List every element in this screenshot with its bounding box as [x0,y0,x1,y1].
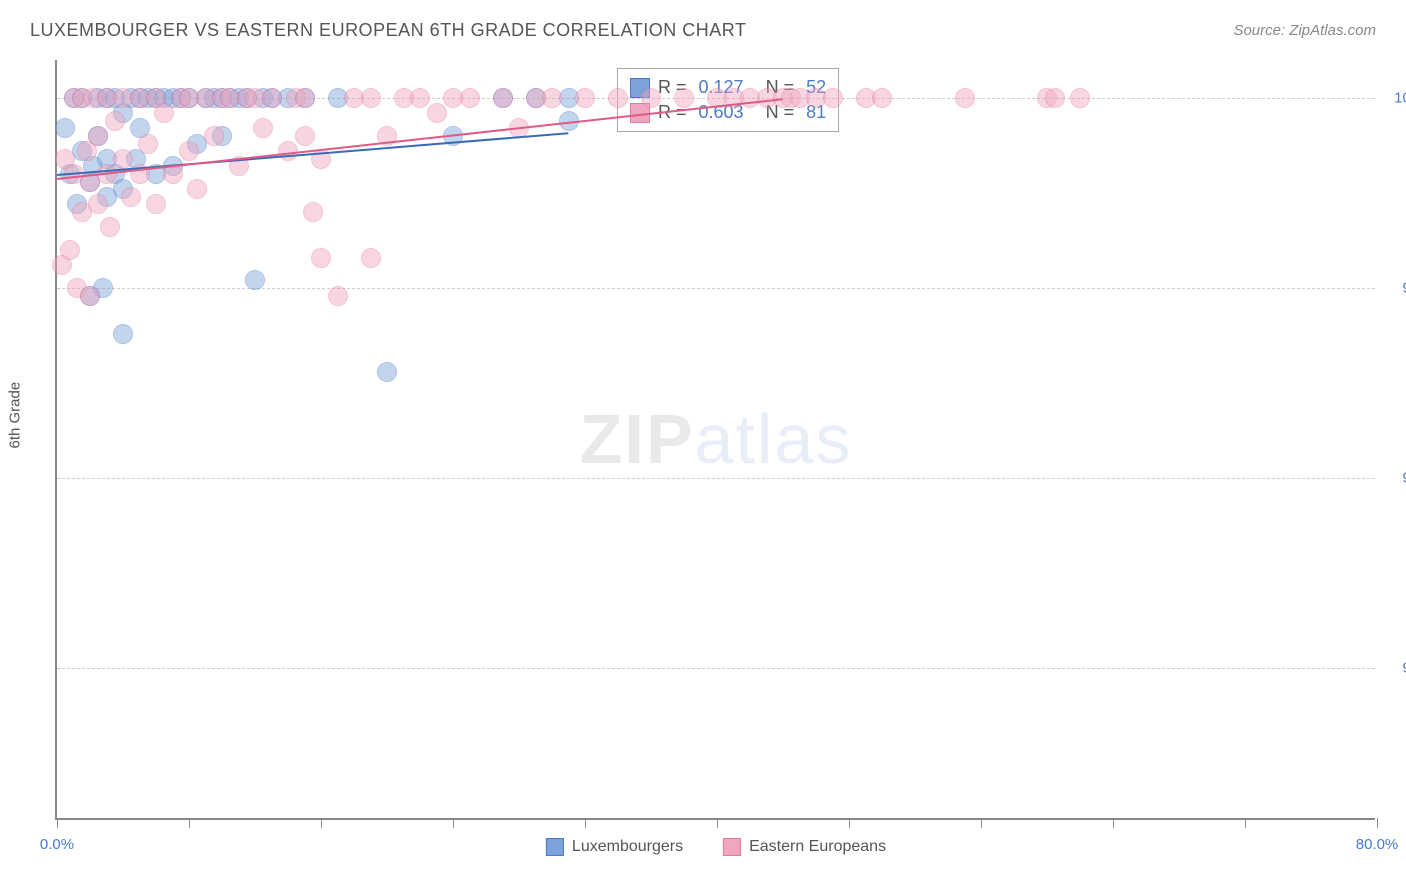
x-tick [1377,818,1378,828]
data-point [88,126,108,146]
data-point [608,88,628,108]
legend-swatch-icon [546,838,564,856]
y-tick-label: 97.5% [1385,280,1406,297]
data-point [121,187,141,207]
chart-title: LUXEMBOURGER VS EASTERN EUROPEAN 6TH GRA… [30,20,746,41]
y-tick-label: 92.5% [1385,660,1406,677]
data-point [377,362,397,382]
x-tick [321,818,322,828]
data-point [542,88,562,108]
x-tick [189,818,190,828]
data-point [303,202,323,222]
x-tick [849,818,850,828]
data-point [146,194,166,214]
data-point [113,324,133,344]
data-point [361,248,381,268]
data-point [100,217,120,237]
x-tick [717,818,718,828]
data-point [295,126,315,146]
data-point [823,88,843,108]
scatter-chart: ZIPatlas R =0.127N =52R =0.603N =81 Luxe… [55,60,1375,820]
data-point [60,240,80,260]
data-point [245,270,265,290]
legend: Luxembourgers Eastern Europeans [546,838,886,856]
watermark: ZIPatlas [580,399,853,479]
data-point [187,179,207,199]
x-tick [57,818,58,828]
data-point [1070,88,1090,108]
data-point [674,88,694,108]
data-point [262,88,282,108]
data-point [88,194,108,214]
data-point [460,88,480,108]
x-tick-label: 80.0% [1356,836,1399,853]
data-point [493,88,513,108]
data-point [1045,88,1065,108]
data-point [295,88,315,108]
x-tick [981,818,982,828]
x-tick [1113,818,1114,828]
data-point [154,103,174,123]
x-tick [453,818,454,828]
source-label: Source: ZipAtlas.com [1233,22,1376,39]
legend-item-eastern-europeans: Eastern Europeans [723,838,886,856]
data-point [55,118,75,138]
data-point [427,103,447,123]
data-point [105,111,125,131]
watermark-light: atlas [695,400,853,478]
data-point [80,286,100,306]
data-point [575,88,595,108]
data-point [410,88,430,108]
legend-swatch-icon [723,838,741,856]
x-tick-label: 0.0% [40,836,74,853]
y-tick-label: 95.0% [1385,470,1406,487]
legend-label: Eastern Europeans [749,838,886,856]
watermark-bold: ZIP [580,400,695,478]
data-point [872,88,892,108]
legend-label: Luxembourgers [572,838,683,856]
data-point [113,149,133,169]
data-point [253,118,273,138]
data-point [955,88,975,108]
data-point [361,88,381,108]
y-axis-label: 6th Grade [7,382,24,449]
data-point [179,141,199,161]
gridline [57,668,1375,669]
data-point [311,248,331,268]
data-point [641,88,661,108]
data-point [204,126,224,146]
x-tick [585,818,586,828]
x-tick [1245,818,1246,828]
data-point [328,286,348,306]
gridline [57,478,1375,479]
legend-item-luxembourgers: Luxembourgers [546,838,683,856]
data-point [138,134,158,154]
y-tick-label: 100.0% [1385,90,1406,107]
